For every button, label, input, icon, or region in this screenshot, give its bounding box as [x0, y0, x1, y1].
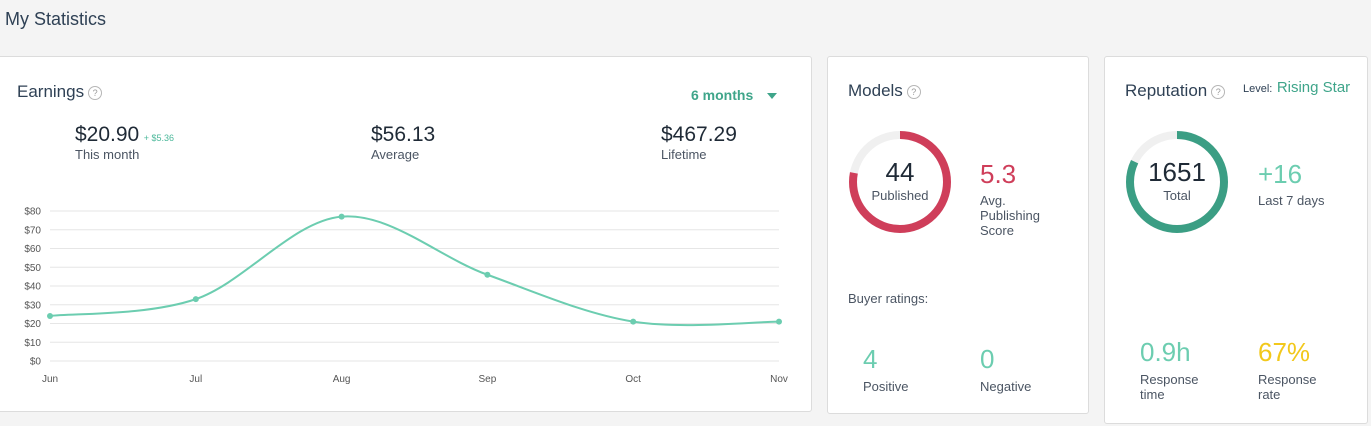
- earnings-title-wrap: Earnings?: [17, 82, 103, 102]
- response-time-label-1: Response: [1140, 372, 1199, 387]
- level-value[interactable]: Rising Star: [1276, 79, 1351, 96]
- chart-y-tick-label: $0: [30, 357, 42, 368]
- chart-data-point: [47, 313, 53, 319]
- chart-y-tick-label: $70: [24, 225, 41, 236]
- response-rate-value: 67%: [1258, 337, 1311, 367]
- chart-y-tick-label: $60: [24, 244, 41, 255]
- reputation-delta-label: Last 7 days: [1258, 193, 1325, 208]
- range-dropdown-label: 6 months: [691, 87, 754, 103]
- negative-value: 0: [980, 344, 995, 374]
- publishing-score-label-3: Score: [980, 223, 1014, 238]
- chart-y-tick-label: $40: [24, 282, 41, 293]
- publishing-score-label-1: Avg.: [980, 193, 1006, 208]
- published-value: 44: [885, 157, 915, 187]
- level-label: Level:: [1243, 83, 1273, 95]
- chart-data-point: [776, 318, 782, 325]
- positive-value: 4: [863, 344, 878, 374]
- chart-x-tick-label: Jun: [42, 374, 58, 385]
- lifetime-value: $467.29: [661, 123, 737, 146]
- response-rate-label-2: rate: [1258, 387, 1281, 402]
- chart-x-tick-label: Jul: [189, 374, 202, 385]
- earnings-title: Earnings: [17, 82, 85, 101]
- negative-label: Negative: [980, 379, 1032, 394]
- earnings-card: Earnings? 6 months $20.90 + $5.36 This m…: [0, 56, 812, 412]
- reputation-title-wrap: Reputation?: [1125, 81, 1226, 101]
- help-icon[interactable]: ?: [88, 85, 103, 100]
- publishing-score-label-2: Publishing: [980, 208, 1040, 223]
- reputation-card: Reputation? Level: Rising Star 1651 Tota…: [1104, 56, 1368, 424]
- reputation-title: Reputation: [1125, 81, 1208, 100]
- lifetime-stat: $467.29 Lifetime: [661, 123, 737, 162]
- published-label: Published: [871, 188, 929, 203]
- published-ring: [849, 131, 951, 233]
- chart-data-point: [192, 296, 199, 303]
- earnings-line-chart: $0 $10 $20 $30 $40 $50 $60 $70 $80 Jun Jul Aug Sep Oc…: [24, 207, 788, 386]
- chart-data-point: [630, 318, 637, 325]
- response-rate-label-1: Response: [1258, 372, 1317, 387]
- reputation-delta: +16 Last 7 days: [1258, 159, 1325, 208]
- models-title: Models: [848, 81, 903, 100]
- lifetime-label: Lifetime: [661, 147, 707, 162]
- response-time-value: 0.9h: [1140, 337, 1191, 367]
- response-rate: 67% Response rate: [1258, 337, 1317, 402]
- negative-ratings: 0 Negative: [980, 344, 1031, 394]
- this-month-delta: + $5.36: [143, 133, 174, 143]
- chart-series-line: [49, 215, 780, 327]
- positive-label: Positive: [863, 379, 909, 394]
- chart-data-point: [338, 213, 345, 220]
- publishing-score: 5.3 Avg. Publishing Score: [980, 159, 1040, 238]
- chart-x-tick-label: Sep: [479, 374, 497, 385]
- reputation-center: 1651 Total: [1124, 157, 1230, 203]
- reputation-delta-value: +16: [1258, 159, 1303, 189]
- buyer-ratings-title: Buyer ratings:: [848, 291, 929, 306]
- chart-x-tick-label: Oct: [625, 374, 641, 385]
- published-ring-arc: [849, 131, 951, 233]
- this-month-value: $20.90: [75, 123, 140, 146]
- chart-y-tick-label: $20: [24, 319, 41, 330]
- positive-ratings: 4 Positive: [863, 344, 909, 394]
- chart-x-tick-label: Nov: [770, 374, 788, 385]
- publishing-score-value: 5.3: [980, 159, 1017, 189]
- page-title: My Statistics: [5, 9, 107, 29]
- models-title-wrap: Models?: [848, 81, 921, 101]
- range-dropdown[interactable]: 6 months: [691, 87, 778, 103]
- this-month-label: This month: [75, 147, 140, 162]
- reputation-total-value: 1651: [1148, 157, 1206, 187]
- chart-x-tick-label: Aug: [333, 374, 351, 385]
- chart-y-tick-label: $50: [24, 263, 41, 274]
- response-time-label-2: time: [1140, 387, 1165, 402]
- help-icon[interactable]: ?: [906, 84, 921, 99]
- reputation-ring: [1126, 131, 1228, 233]
- average-stat: $56.13 Average: [371, 123, 435, 162]
- this-month-stat: $20.90 + $5.36 This month: [75, 123, 174, 162]
- models-card: Models? 44 Published 5.3 Avg. Publishing…: [827, 56, 1089, 414]
- help-icon[interactable]: ?: [1211, 84, 1226, 99]
- chart-y-tick-label: $80: [24, 207, 41, 218]
- average-value: $56.13: [371, 123, 436, 146]
- reputation-ring-arc: [1126, 131, 1228, 233]
- average-label: Average: [371, 147, 420, 162]
- published-center: 44 Published: [847, 157, 953, 203]
- chart-y-tick-label: $10: [24, 338, 41, 349]
- chart-data-point: [484, 271, 491, 278]
- chevron-down-icon: [767, 93, 778, 100]
- response-time: 0.9h Response time: [1140, 337, 1199, 402]
- reputation-total-label: Total: [1163, 188, 1191, 203]
- reputation-level: Level: Rising Star: [1243, 79, 1350, 97]
- chart-y-tick-label: $30: [24, 300, 41, 311]
